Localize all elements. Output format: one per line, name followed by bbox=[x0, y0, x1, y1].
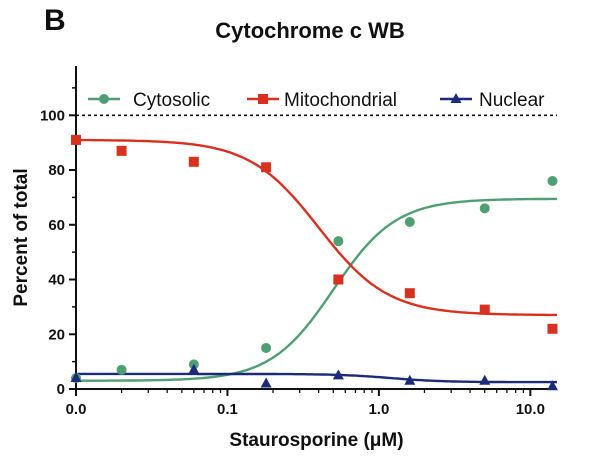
point-nuclear bbox=[479, 374, 491, 385]
x-tick-label-10.0: 10.0 bbox=[516, 401, 545, 418]
fit-curve-mitochondrial bbox=[76, 138, 557, 317]
y-tick-label-20: 20 bbox=[48, 326, 65, 343]
legend-marker-nuclear bbox=[450, 93, 462, 103]
point-nuclear bbox=[188, 363, 200, 374]
x-axis-title: Staurosporine (μM) bbox=[229, 430, 403, 451]
point-mitochondrial bbox=[116, 145, 127, 156]
x-tick-label-0.0: 0.0 bbox=[66, 401, 87, 418]
point-nuclear bbox=[404, 374, 416, 385]
y-axis-title: Percent of total bbox=[11, 168, 32, 306]
y-tick-label-0: 0 bbox=[57, 381, 65, 398]
point-cytosolic bbox=[333, 236, 344, 247]
point-cytosolic bbox=[116, 364, 127, 375]
y-tick-label-80: 80 bbox=[48, 162, 65, 179]
point-cytosolic bbox=[261, 342, 272, 353]
fit-curve-cytosolic bbox=[76, 197, 557, 382]
point-cytosolic bbox=[479, 203, 490, 214]
x-tick-label-0.1: 0.1 bbox=[217, 401, 238, 418]
point-mitochondrial bbox=[479, 304, 490, 315]
legend-label-cytosolic: Cytosolic bbox=[133, 90, 210, 111]
point-mitochondrial bbox=[188, 156, 199, 167]
point-cytosolic bbox=[404, 217, 415, 228]
point-mitochondrial bbox=[404, 288, 415, 299]
chart-title: Cytochrome c WB bbox=[215, 18, 405, 43]
panel-letter: B bbox=[44, 4, 66, 37]
y-tick-label-60: 60 bbox=[48, 217, 65, 234]
y-tick-label-40: 40 bbox=[48, 272, 65, 289]
point-cytosolic bbox=[547, 175, 558, 186]
point-nuclear bbox=[332, 369, 344, 380]
fit-curve-nuclear bbox=[76, 372, 557, 384]
point-nuclear bbox=[260, 377, 272, 388]
legend-marker-mitochondrial bbox=[258, 94, 268, 104]
legend-label-mitochondrial: Mitochondrial bbox=[284, 90, 397, 111]
point-mitochondrial bbox=[547, 323, 558, 334]
point-nuclear bbox=[546, 380, 558, 391]
y-tick-label-100: 100 bbox=[40, 107, 65, 124]
legend-label-nuclear: Nuclear bbox=[479, 90, 545, 111]
legend-marker-cytosolic bbox=[99, 94, 109, 104]
x-tick-label-1.0: 1.0 bbox=[368, 401, 389, 418]
point-mitochondrial bbox=[333, 274, 344, 285]
point-nuclear bbox=[70, 372, 82, 383]
point-mitochondrial bbox=[71, 134, 81, 145]
point-mitochondrial bbox=[261, 162, 272, 173]
